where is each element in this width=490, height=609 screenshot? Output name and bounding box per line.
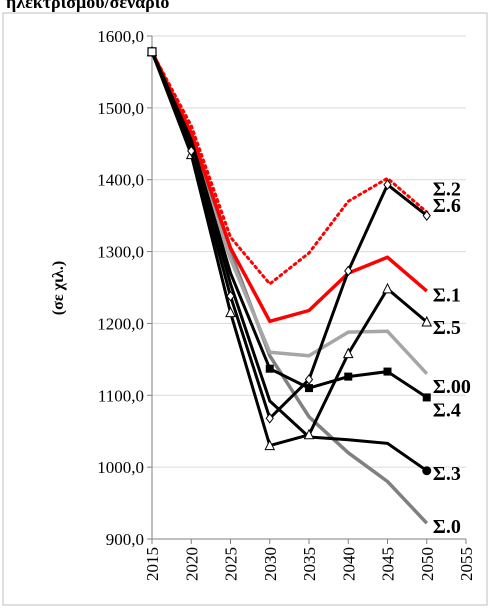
- x-tick-label: 2050: [418, 547, 437, 581]
- data-point: [342, 347, 354, 359]
- gridlines: [147, 35, 466, 540]
- axes: [151, 36, 467, 544]
- y-tick-label: 1000,0: [97, 458, 144, 477]
- series-label-Σ.00: Σ.00: [433, 376, 471, 398]
- y-tick-label: 1200,0: [97, 314, 144, 333]
- x-tick-label: 2015: [143, 547, 162, 581]
- x-tick-label: 2040: [339, 547, 358, 581]
- series-Σ.1: [150, 51, 428, 324]
- series-label-Σ.0: Σ.0: [433, 516, 461, 538]
- chart-frame: [2, 12, 488, 606]
- data-point: [226, 290, 235, 302]
- series-line: [150, 51, 428, 324]
- x-tick-label: 2045: [379, 547, 398, 581]
- series-labels: Σ.0 Σ.00 Σ.1 Σ.2 Σ.3 Σ.4 Σ.5 Σ.6: [433, 178, 471, 538]
- data-point: [265, 364, 274, 373]
- data-point: [421, 315, 433, 327]
- y-tick-label: 1500,0: [97, 99, 144, 118]
- series-label-Σ.6: Σ.6: [433, 195, 461, 217]
- series-Σ.3: [150, 51, 432, 476]
- y-tick-label: 1100,0: [98, 386, 144, 405]
- series-line: [150, 51, 428, 472]
- y-tick-labels: 900,0 1000,0 1100,0 1200,0 1300,0 1400,0 1500,…: [97, 27, 144, 549]
- series-line: [150, 50, 429, 286]
- series-label-Σ.2: Σ.2: [433, 178, 461, 200]
- data-point: [422, 393, 431, 402]
- series-lines: [146, 45, 433, 525]
- series-line: [150, 51, 429, 375]
- x-tick-label: 2030: [261, 547, 280, 581]
- series-Σ.2: [150, 50, 429, 286]
- data-point: [344, 372, 353, 381]
- data-point: [265, 412, 274, 424]
- y-tick-label: 900,0: [106, 530, 144, 549]
- series-line: [150, 51, 428, 399]
- data-point: [264, 439, 276, 451]
- y-tick-label: 1600,0: [97, 27, 144, 46]
- data-point: [422, 466, 432, 476]
- data-point: [187, 145, 196, 157]
- series-label-Σ.1: Σ.1: [433, 285, 461, 307]
- partial-header-text: ηλεκτρισμού/σενάριο: [6, 0, 169, 12]
- x-tick-label: 2055: [457, 547, 476, 581]
- data-point: [304, 374, 314, 385]
- data-point: [303, 428, 315, 440]
- series-label-Σ.3: Σ.3: [433, 463, 461, 485]
- y-tick-label: 1400,0: [97, 171, 144, 190]
- x-tick-labels: 2015 2020 2025 2030 2035 2040 2045 2050 2055: [143, 547, 476, 581]
- series-label-Σ.4: Σ.4: [433, 400, 461, 422]
- data-point: [422, 210, 431, 221]
- start-point-marker: [147, 47, 157, 57]
- y-axis-label: (σε χιλ.): [50, 261, 67, 315]
- data-point: [383, 179, 392, 191]
- data-point: [382, 282, 393, 294]
- y-tick-label: 1300,0: [97, 243, 144, 262]
- x-tick-label: 2035: [300, 547, 319, 581]
- series-Σ.00: [150, 51, 429, 375]
- x-tick-label: 2025: [222, 547, 241, 581]
- series-Σ.6: [147, 46, 431, 424]
- data-point: [383, 367, 392, 376]
- data-point: [305, 384, 313, 393]
- series-label-Σ.5: Σ.5: [433, 317, 461, 339]
- series-Σ.4: [150, 51, 431, 402]
- x-tick-label: 2020: [182, 547, 201, 581]
- data-point: [344, 265, 353, 277]
- series-line: [150, 51, 428, 420]
- data-point: [225, 306, 236, 318]
